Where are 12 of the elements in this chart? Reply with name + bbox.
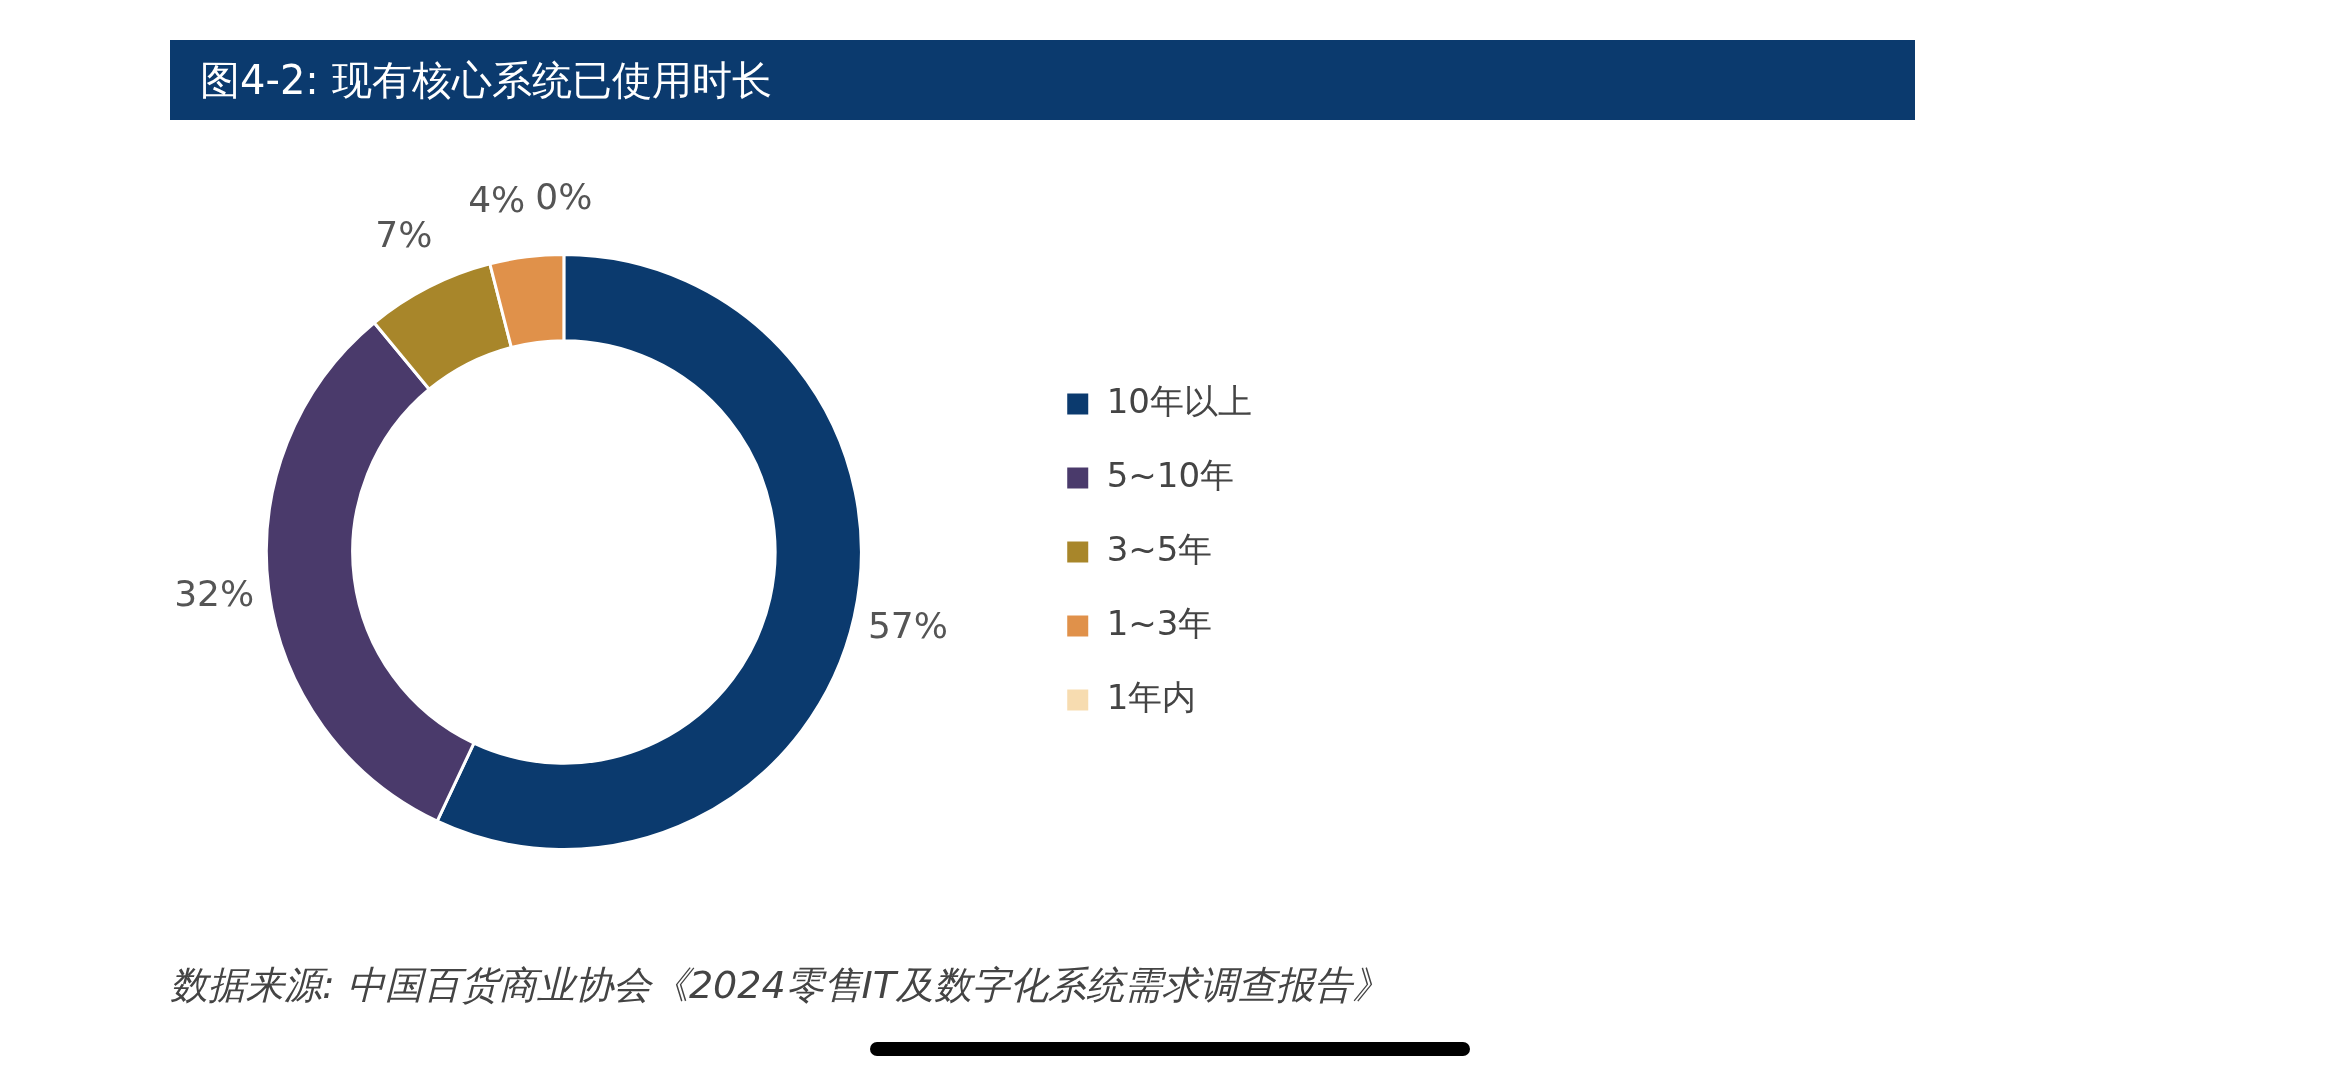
legend-label: 1年内 — [1106, 676, 1197, 717]
chart-title: 图4-2: 现有核心系统已使用时长 — [170, 40, 1915, 120]
data-label: 7% — [375, 214, 433, 256]
data-label: 4% — [468, 178, 526, 220]
legend-label: 5~10年 — [1106, 454, 1235, 495]
data-label: 32% — [174, 572, 255, 614]
legend-label: 3~5年 — [1106, 528, 1213, 569]
data-label: 57% — [867, 605, 948, 647]
legend-label: 10年以上 — [1106, 380, 1252, 421]
text: 0% — [535, 175, 593, 217]
legend-label: 1~3年 — [1106, 602, 1213, 643]
source-note: 数据来源: 中国百货商业协会《2024零售IT及数字化系统需求调查报告》 — [170, 962, 1391, 1009]
